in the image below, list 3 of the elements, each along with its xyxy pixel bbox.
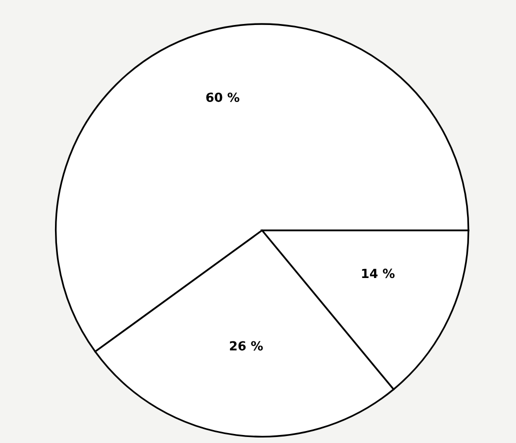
data-label: 26 %	[230, 341, 263, 351]
data-label: 60 %	[206, 92, 240, 102]
data-label: 14 %	[362, 268, 395, 278]
